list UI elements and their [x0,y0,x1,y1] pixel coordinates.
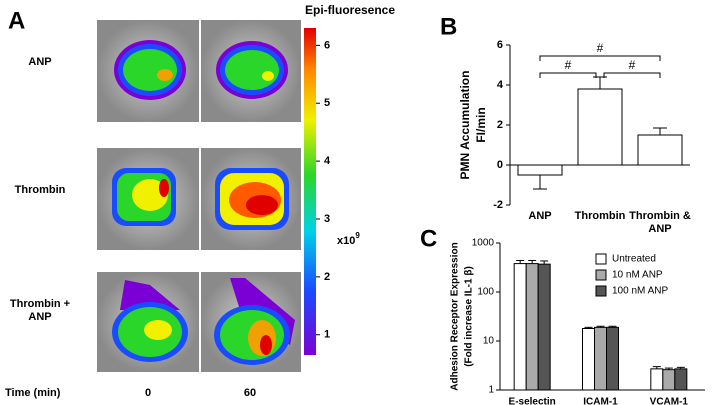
bar [674,368,688,391]
row-label-box: Thrombin [14,184,66,196]
colorbar-tick-label: 5 [324,97,330,109]
x-tick-label-box: ANP [528,210,552,222]
significance-label: # [629,58,636,72]
colorbar-tick-label: 1 [324,329,330,341]
y-tick-label: 1 [488,385,494,396]
y-axis-unit: (Fold increase IL-1 β) [464,266,475,367]
colorbar-tick-label: 6 [324,39,330,51]
bar [517,164,563,176]
row-label: ANP [28,56,52,68]
row-label: Thrombin + ANP [9,298,71,323]
bar [594,326,607,391]
y-tick-label: 2 [497,119,503,131]
fluorescence-images [97,20,301,372]
x-tick-label-box: Thrombin & ANP [629,210,691,235]
bar [606,326,619,391]
multiplier-base: x10 [337,235,355,247]
multiplier-exponent: 9 [355,231,360,240]
y-axis-unit: FI/min [474,107,488,142]
legend-swatch [595,285,607,297]
legend-swatch [595,269,607,281]
significance-bracket [539,55,661,61]
x-tick-label: Thrombin [574,210,626,222]
colorbar-tick-label: 3 [324,213,330,225]
bar [577,88,623,166]
y-axis-label: PMN Accumulation [458,71,472,180]
y-tick-label: -2 [493,199,503,211]
significance-label: # [597,41,604,55]
y-tick-label: 1000 [472,238,495,249]
y-axis-label: Adhesion Receptor Expression [450,242,461,390]
colorbar-tick-label: 4 [324,155,331,167]
bar [513,263,527,391]
y-tick-label: 10 [483,336,495,347]
bar [637,134,683,166]
row-label-box: Thrombin + ANP [9,298,71,323]
row-label-box: ANP [28,56,52,68]
panel-label: C [420,225,437,252]
legend-label: Untreated [612,254,656,265]
x-tick-label: ANP [528,210,552,222]
bar [537,263,551,391]
significance-label: # [565,58,572,72]
x-tick-label: Thrombin & ANP [629,210,691,235]
colorbar [304,28,316,355]
bar [525,263,539,391]
colorbar-multiplier: x109 [337,231,360,247]
x-tick-label: E-selectin [509,397,556,405]
time-value: 0 [145,387,151,399]
legend-label: 100 nM ANP [612,286,668,297]
y-tick-label: 4 [497,79,504,91]
bar [582,327,595,391]
significance-bracket [603,72,661,78]
y-tick-label: 100 [477,287,494,298]
x-tick-label: ICAM-1 [583,397,618,405]
legend-swatch [595,253,607,265]
time-label: Time (min) [5,387,61,399]
legend-label: 10 nM ANP [612,270,663,281]
colorbar-tick-label: 2 [324,271,330,283]
x-tick-label: VCAM-1 [650,397,689,405]
panel-label: B [440,13,457,40]
time-value: 60 [244,387,256,399]
y-tick-label: 6 [497,39,503,51]
x-tick-label-box: Thrombin [574,210,626,222]
bar [650,368,664,391]
y-tick-label: 0 [497,159,503,171]
panel-label: A [8,7,25,34]
row-label: Thrombin [14,184,66,196]
significance-bracket [539,72,597,78]
bar [662,369,676,391]
colorbar-title: Epi-fluoresence [305,3,395,17]
